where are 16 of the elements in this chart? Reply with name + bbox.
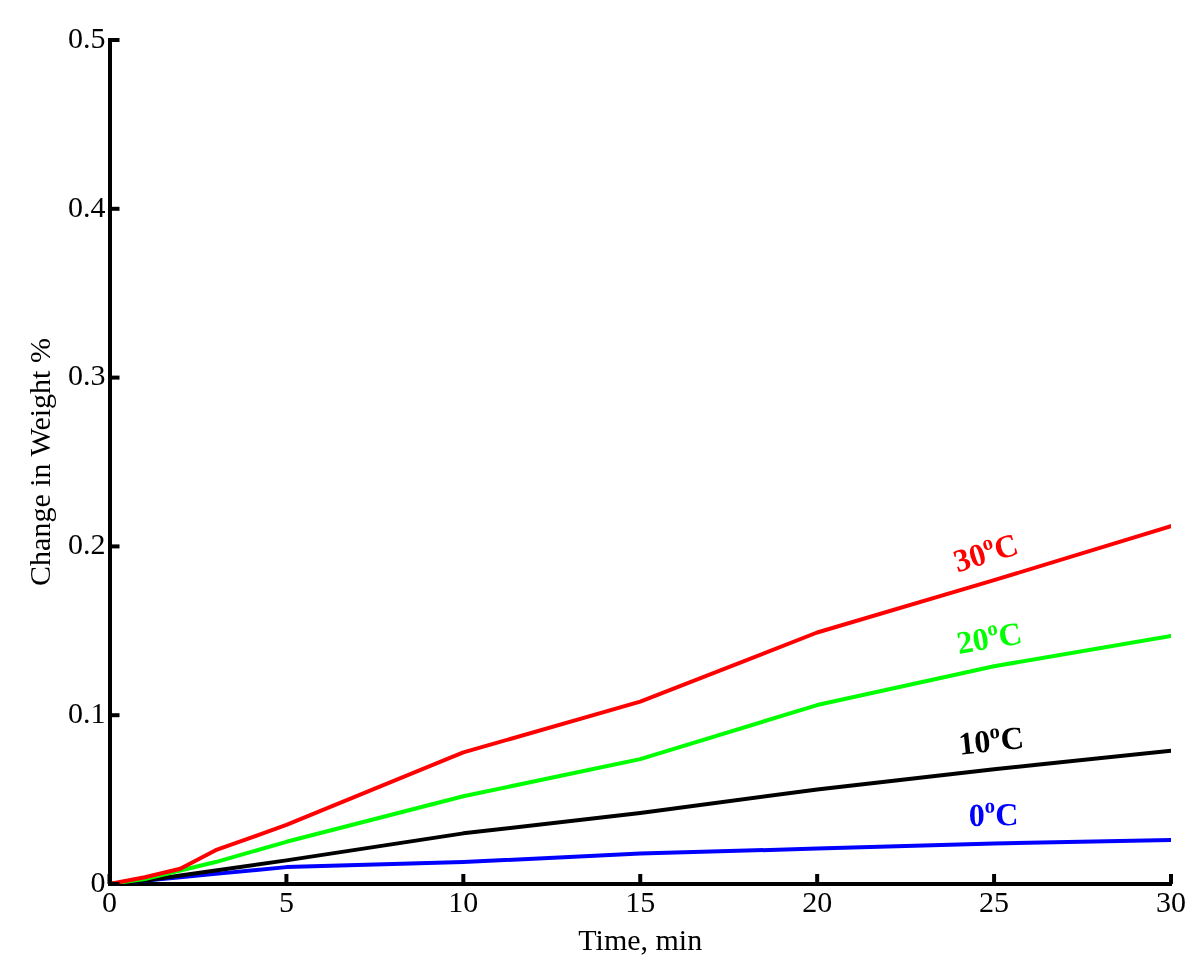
x-axis-title: Time, min: [578, 922, 703, 956]
y-axis-title: Change in Weight %: [22, 338, 56, 586]
x-tick-label: 25: [979, 884, 1010, 918]
y-tick-label: 0.1: [68, 696, 106, 730]
y-tick-label: 0.4: [68, 189, 106, 223]
text: 30oC: [949, 525, 1023, 580]
x-tick-label: 15: [625, 884, 656, 918]
y-tick-label: 0.5: [68, 20, 106, 54]
x-tick-label: 5: [278, 884, 294, 918]
x-tick-label: 30: [1156, 884, 1186, 918]
text: 20oC: [953, 614, 1025, 661]
x-tick-label: 10: [448, 884, 479, 918]
y-tick-label: 0.3: [68, 358, 106, 392]
y-tick-label: 0.2: [68, 527, 106, 561]
x-tick-label: 20: [802, 884, 833, 918]
text: 10oC: [956, 718, 1026, 762]
